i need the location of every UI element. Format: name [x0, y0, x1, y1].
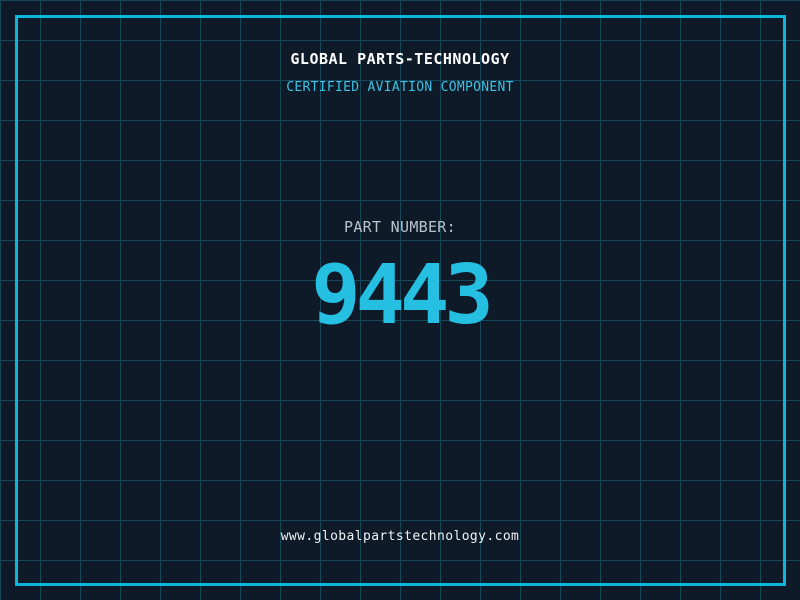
website-url: www.globalpartstechnology.com	[280, 529, 520, 544]
part-number-label: PART NUMBER:	[344, 218, 456, 236]
part-number-value: 9443	[311, 248, 493, 343]
certification-tagline: CERTIFIED AVIATION COMPONENT	[286, 80, 514, 95]
company-name: GLOBAL PARTS-TECHNOLOGY	[290, 50, 510, 68]
